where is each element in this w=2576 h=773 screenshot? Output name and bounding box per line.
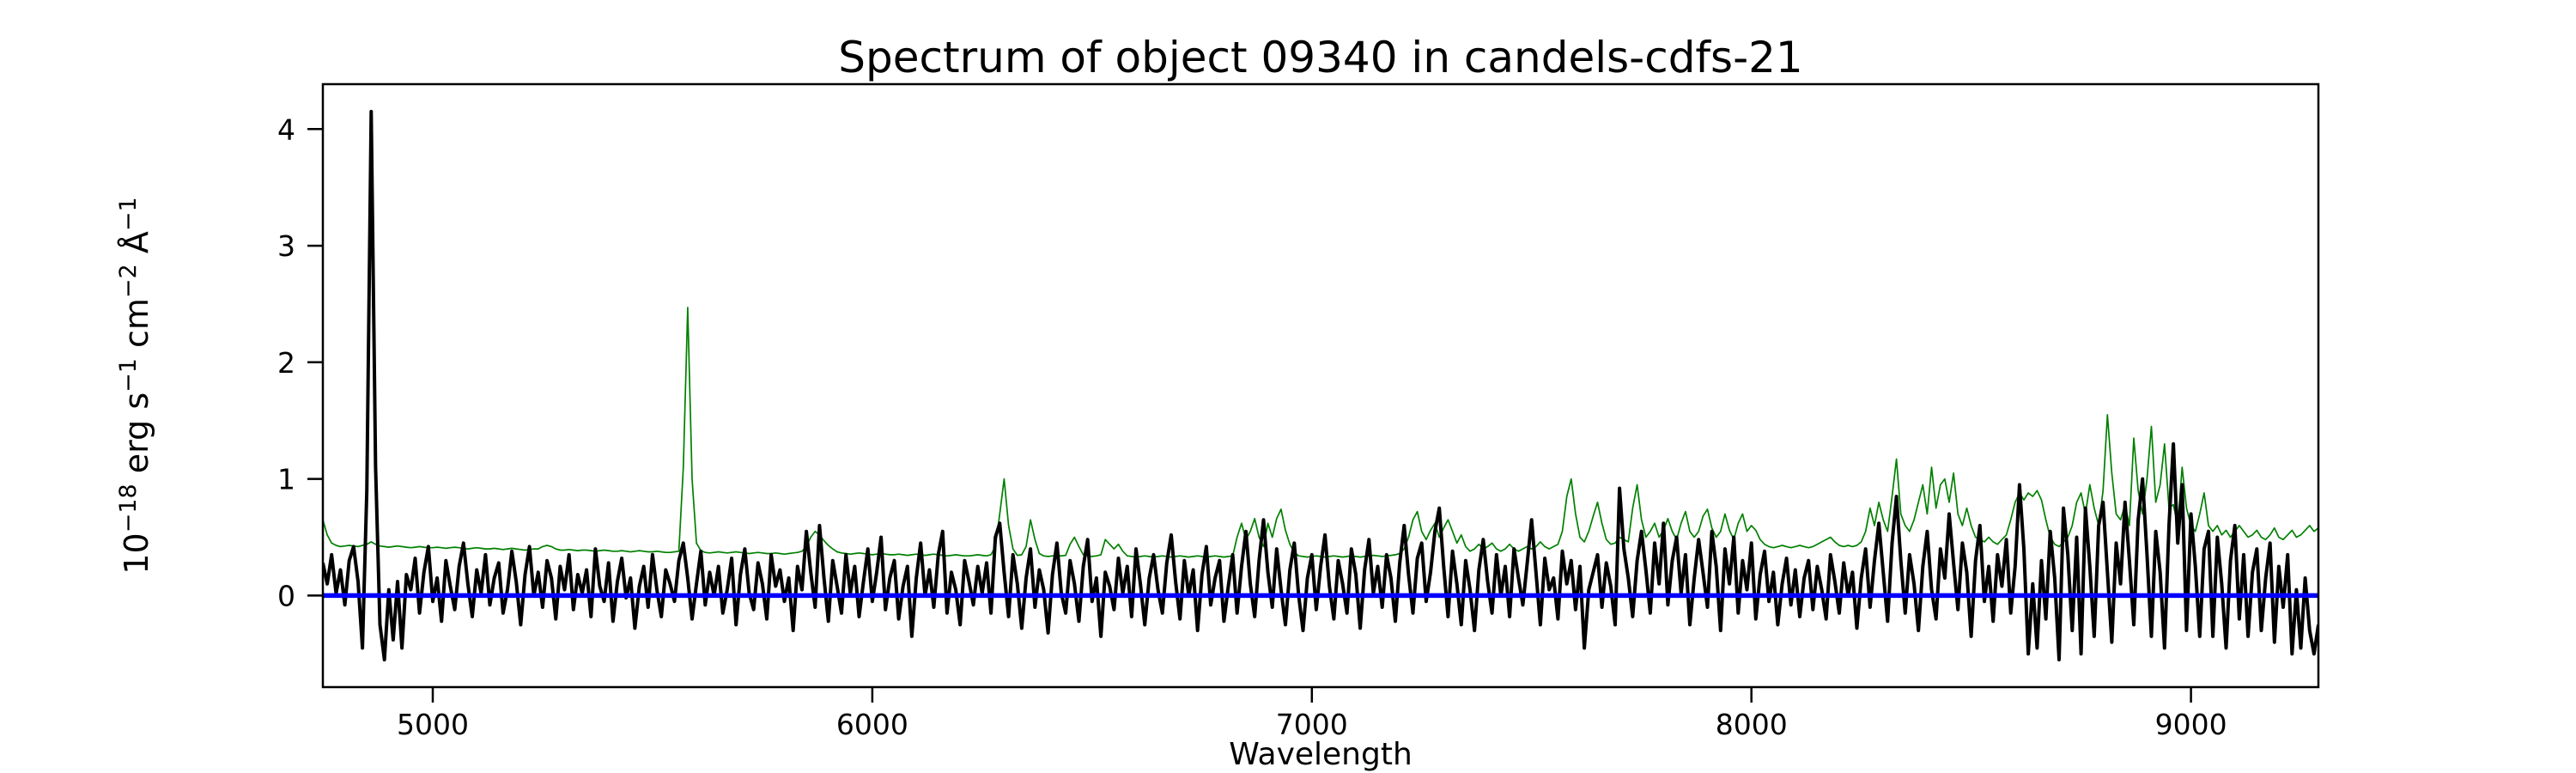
y-axis-ticks: 0 1 2 3 4 (277, 113, 323, 612)
x-tick-label: 5000 (397, 708, 469, 741)
x-axis-label: Wavelength (1229, 737, 1413, 772)
x-tick-label: 7000 (1276, 708, 1348, 741)
plot-border (321, 82, 2320, 689)
y-tick-label: 4 (277, 113, 295, 146)
plot-curves (323, 109, 2318, 662)
chart-title: Spectrum of object 09340 in candels-cdfs… (838, 33, 1803, 82)
x-tick-label: 8000 (1716, 708, 1788, 741)
x-axis-ticks: 5000 6000 7000 8000 9000 (397, 687, 2227, 741)
y-tick-label: 0 (277, 579, 295, 612)
x-tick-label: 6000 (836, 708, 908, 741)
y-axis-label: 10−18 erg s−1 cm−2 Å−1 (115, 197, 155, 574)
x-tick-label: 9000 (2155, 708, 2227, 741)
y-tick-label: 1 (277, 463, 295, 496)
y-tick-label: 2 (277, 346, 295, 380)
series-object-spectrum (323, 109, 2318, 662)
y-tick-label: 3 (277, 229, 295, 263)
